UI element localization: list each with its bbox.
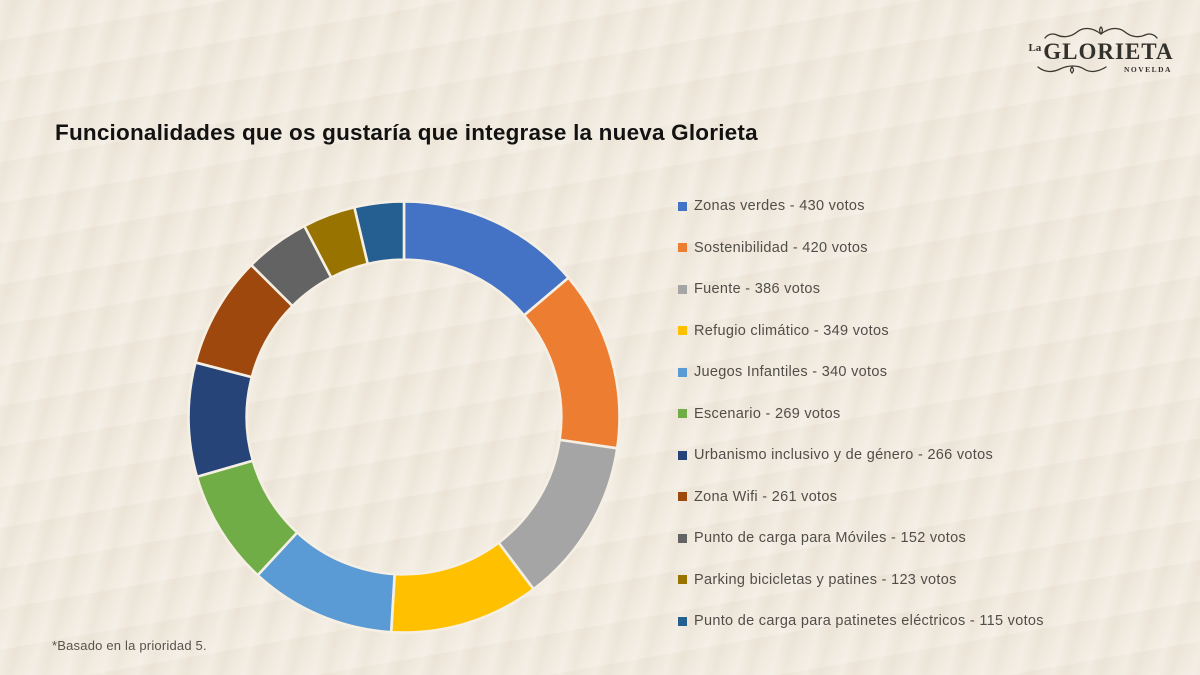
legend-label: Juegos Infantiles - 340 votos: [694, 364, 888, 380]
legend-item-juegos-infantiles: Juegos Infantiles - 340 votos: [678, 362, 1044, 382]
legend-swatch: [678, 326, 687, 335]
legend-swatch: [678, 450, 687, 460]
legend-item-refugio-climatico: Refugio climático - 349 votos: [678, 321, 1044, 341]
legend-item-urbanismo-inclusivo-y-de-genero: Urbanismo inclusivo y de género - 266 vo…: [678, 445, 1044, 465]
legend-swatch: [678, 616, 687, 626]
legend-item-punto-de-carga-para-moviles: Punto de carga para Móviles - 152 votos: [678, 528, 1044, 548]
legend-item-zona-wifi: Zona Wifi - 261 votos: [678, 487, 1044, 507]
legend-item-sostenibilidad: Sostenibilidad - 420 votos: [678, 238, 1044, 258]
logo-flourish-bottom-icon: [1037, 65, 1108, 74]
donut-segment-punto-de-carga-para-patinetes-electricos: [353, 200, 406, 266]
legend-item-escenario: Escenario - 269 votos: [678, 404, 1044, 424]
footnote: *Basado en la prioridad 5.: [52, 638, 207, 653]
donut-segment-sostenibilidad: [522, 276, 621, 450]
legend: Zonas verdes - 430 votos Sostenibilidad -…: [678, 196, 1044, 631]
legend-label: Punto de carga para Móviles - 152 votos: [694, 530, 967, 546]
legend-label: Parking bicicletas y patines - 123 votos: [694, 571, 957, 588]
legend-label: Zonas verdes - 430 votos: [694, 198, 865, 214]
legend-swatch: [678, 284, 687, 294]
legend-label: Punto de carga para patinetes eléctricos…: [694, 613, 1044, 629]
legend-swatch: [678, 533, 687, 543]
legend-label: Escenario - 269 votos: [694, 405, 841, 422]
donut-chart: [187, 200, 621, 634]
logo-flourish-top-icon: [1044, 26, 1158, 39]
legend-item-fuente: Fuente - 386 votos: [678, 279, 1044, 299]
legend-swatch: [678, 201, 687, 211]
legend-item-parking-bicicletas-y-patines: Parking bicicletas y patines - 123 votos: [678, 570, 1044, 590]
legend-label: Zona Wifi - 261 votos: [694, 488, 838, 505]
legend-label: Sostenibilidad - 420 votos: [694, 239, 868, 256]
legend-swatch: [678, 243, 687, 252]
glorieta-logo: La GLORIETA NOVELDA: [1026, 26, 1176, 75]
legend-swatch: [678, 409, 687, 418]
legend-label: Urbanismo inclusivo y de género - 266 vo…: [694, 447, 994, 463]
donut-chart-svg: [187, 200, 621, 634]
donut-segment-urbanismo-inclusivo-y-de-genero: [187, 361, 255, 479]
legend-label: Fuente - 386 votos: [694, 281, 821, 297]
legend-swatch: [678, 367, 687, 377]
legend-label: Refugio climático - 349 votos: [694, 322, 889, 339]
page-title: Funcionalidades que os gustaría que inte…: [55, 120, 758, 145]
logo-wordmark: GLORIETA: [1043, 39, 1174, 64]
logo-subtitle: NOVELDA: [1123, 64, 1172, 74]
legend-item-punto-de-carga-para-patinetes-electricos: Punto de carga para patinetes eléctricos…: [678, 611, 1044, 631]
logo-prefix: La: [1028, 42, 1042, 54]
legend-swatch: [678, 492, 687, 501]
legend-swatch: [678, 575, 687, 584]
legend-item-zonas-verdes: Zonas verdes - 430 votos: [678, 196, 1044, 216]
